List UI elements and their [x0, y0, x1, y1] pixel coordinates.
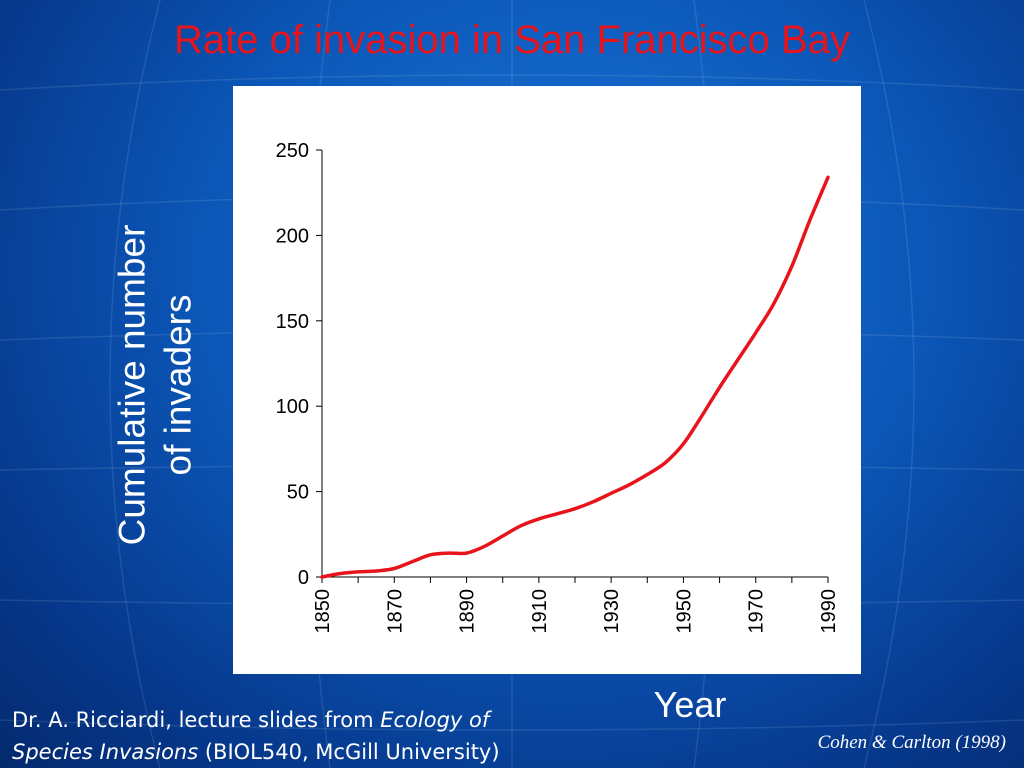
y-tick-label: 100: [276, 396, 309, 418]
x-tick-label: 1970: [746, 589, 768, 634]
y-tick-label: 200: [276, 225, 309, 247]
y-tick-label: 0: [298, 567, 309, 589]
x-tick-label: 1910: [529, 589, 551, 634]
footer-credit-line-1: Dr. A. Ricciardi, lecture slides from Ec…: [12, 704, 652, 736]
line-chart: 0 50 100 150 200 250 1850 1870 1890 1910 1930 1950 1…: [276, 140, 840, 634]
x-tick-label: 1950: [673, 589, 695, 634]
y-axis-label-text: Cumulative number of invaders: [109, 225, 201, 546]
source-citation: Cohen & Carlton (1998): [817, 732, 1006, 753]
x-tick-label: 1990: [818, 589, 840, 634]
footer-credit-book-title-1: Ecology of: [380, 708, 490, 732]
x-tick-label: 1870: [384, 589, 406, 634]
footer-credit-course: (BIOL540, McGill University): [198, 740, 500, 764]
x-tick-label: 1850: [312, 589, 334, 634]
cumulative-invaders-series-line: [320, 175, 830, 579]
x-axis-label: Year: [653, 684, 727, 725]
footer-credit-author: Dr. A. Ricciardi, lecture slides from: [12, 708, 381, 732]
y-axis-label: Cumulative number of invaders: [55, 200, 255, 570]
y-tick-label: 150: [276, 311, 309, 333]
footer-credit-line-2: Species Invasions (BIOL540, McGill Unive…: [12, 736, 652, 768]
x-tick-label: 1890: [457, 589, 479, 634]
y-tick-label: 250: [276, 140, 309, 162]
slide-title: Rate of invasion in San Francisco Bay: [174, 18, 850, 62]
footer-credit: Dr. A. Ricciardi, lecture slides from Ec…: [12, 704, 652, 768]
y-tick-label: 50: [287, 482, 309, 504]
footer-credit-book-title-2: Species Invasions: [12, 740, 199, 764]
x-tick-label: 1930: [601, 589, 623, 634]
chart-plot-area: 0 50 100 150 200 250 1850 1870 1890 1910 1930 1950 1…: [233, 86, 861, 674]
y-axis-label-line-2: of invaders: [157, 294, 198, 476]
y-axis-label-line-1: Cumulative number: [111, 224, 152, 546]
